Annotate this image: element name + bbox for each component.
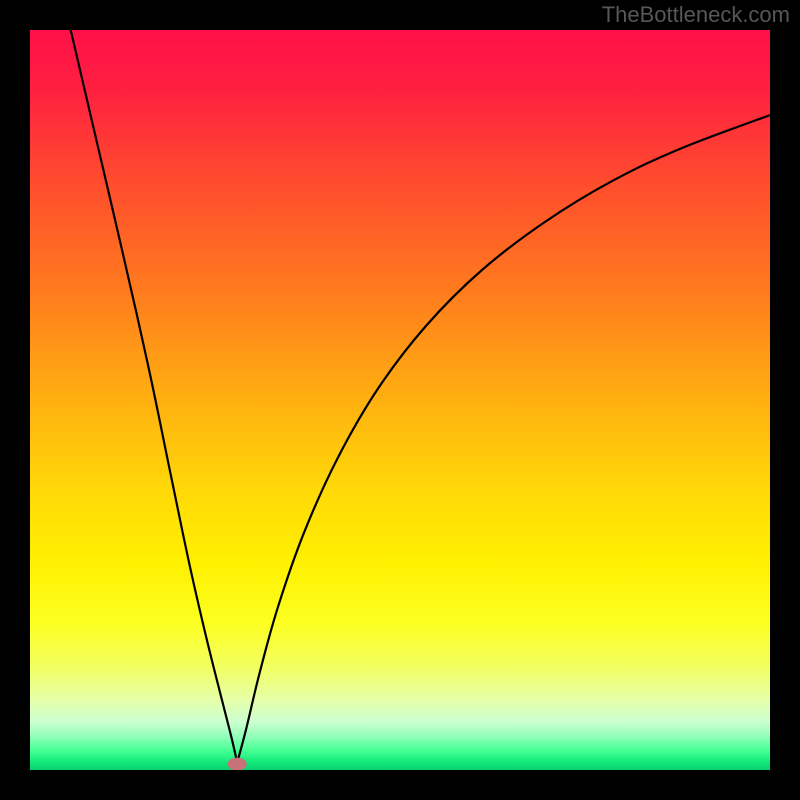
bottleneck-chart — [30, 30, 770, 770]
gradient-background — [30, 30, 770, 770]
attribution-text: TheBottleneck.com — [602, 2, 790, 28]
chart-container: { "attribution": { "text": "TheBottlenec… — [0, 0, 800, 800]
minimum-marker — [228, 758, 246, 770]
